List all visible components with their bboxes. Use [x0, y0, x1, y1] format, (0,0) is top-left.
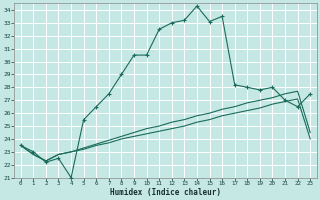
X-axis label: Humidex (Indice chaleur): Humidex (Indice chaleur)	[110, 188, 221, 197]
